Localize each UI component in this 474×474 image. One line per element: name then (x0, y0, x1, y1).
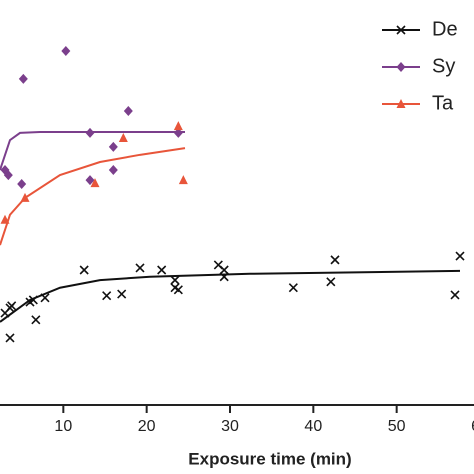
marker (85, 127, 95, 138)
marker (85, 175, 95, 186)
marker (20, 192, 30, 202)
marker (28, 295, 38, 305)
marker (170, 275, 180, 285)
marker (135, 263, 145, 273)
marker (288, 283, 298, 293)
marker (108, 165, 118, 176)
legend-marker (396, 99, 406, 108)
marker (118, 132, 128, 142)
x-tick-label: 30 (221, 418, 239, 435)
marker (108, 141, 118, 152)
x-axis-label: Exposure time (min) (188, 449, 351, 468)
x-tick-label: 50 (388, 418, 406, 435)
marker (123, 105, 133, 116)
marker (31, 315, 41, 325)
marker (18, 73, 28, 84)
x-tick-label: 40 (304, 418, 322, 435)
marker (61, 46, 71, 57)
x-tick-label: 20 (138, 418, 156, 435)
marker (326, 277, 336, 287)
marker (173, 285, 183, 295)
x-tick-label: 60 (471, 418, 474, 435)
fit-line (0, 147, 186, 246)
marker (79, 265, 89, 275)
legend-label: Sy (432, 55, 455, 77)
marker (17, 178, 27, 189)
marker (178, 175, 188, 185)
marker (455, 251, 465, 261)
marker (173, 127, 183, 138)
marker (173, 121, 183, 131)
marker (330, 255, 340, 265)
marker (0, 214, 10, 224)
marker (5, 333, 15, 343)
marker (219, 265, 229, 275)
marker (219, 272, 229, 282)
marker (90, 178, 100, 188)
marker (102, 291, 112, 301)
marker (450, 290, 460, 300)
marker (157, 265, 167, 275)
legend-label: De (432, 18, 458, 40)
fit-line (0, 269, 461, 323)
legend-label: Ta (432, 92, 454, 114)
marker (40, 293, 50, 303)
marker (3, 170, 13, 181)
marker (117, 289, 127, 299)
legend-marker (396, 25, 406, 35)
legend-marker (396, 62, 406, 72)
x-tick-label: 10 (54, 418, 72, 435)
marker (7, 301, 17, 311)
